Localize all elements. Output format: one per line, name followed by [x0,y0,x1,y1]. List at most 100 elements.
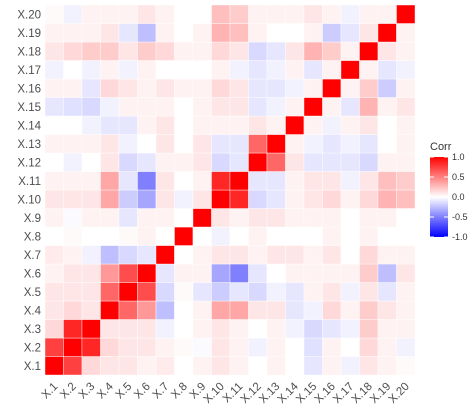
heatmap-cell [248,245,268,265]
heatmap-cell [322,60,342,80]
heatmap-cell [285,263,305,283]
heatmap-cell [377,4,397,24]
heatmap-cell [359,300,379,320]
heatmap-cell [377,97,397,117]
heatmap-cell [118,282,138,302]
heatmap-cell [63,60,83,80]
heatmap-cell [377,337,397,357]
heatmap-cell [285,97,305,117]
heatmap-cell [192,41,212,61]
heatmap-cell [155,97,175,117]
heatmap-cell [211,282,231,302]
heatmap-cell [63,208,83,228]
heatmap-cell [377,189,397,209]
heatmap-cell [248,189,268,209]
heatmap-cell [396,41,416,61]
legend-tick-label: 0.0 [452,192,465,202]
heatmap-cell [137,337,157,357]
y-tick-label: X.8 [24,231,41,243]
heatmap-cell [155,189,175,209]
heatmap-cell [396,189,416,209]
heatmap-cell [340,356,360,376]
y-tick-label: X.7 [24,250,41,262]
heatmap-cell [44,245,64,265]
heatmap-cell [118,356,138,376]
y-tick-label: X.12 [17,157,41,169]
heatmap-cell [266,152,286,172]
heatmap-cell [137,152,157,172]
heatmap-cell [377,319,397,339]
heatmap-cell [100,171,120,191]
heatmap-cell [303,263,323,283]
heatmap-cell [44,60,64,80]
heatmap-cell [396,23,416,43]
heatmap-cell [211,97,231,117]
heatmap-cell [63,226,83,246]
heatmap-cell [377,300,397,320]
heatmap-cell [211,245,231,265]
heatmap-cell [192,226,212,246]
x-tick-label: X.3 [77,381,98,402]
heatmap-cell [303,300,323,320]
heatmap-cell [81,189,101,209]
heatmap-cell [396,282,416,302]
heatmap-cell [174,300,194,320]
heatmap-cell [396,208,416,228]
heatmap-cell [174,282,194,302]
heatmap-cell [322,356,342,376]
heatmap-cell [322,337,342,357]
y-tick-label: X.1 [24,361,41,373]
heatmap-cell [229,171,249,191]
heatmap-cell [118,226,138,246]
heatmap-cell [396,171,416,191]
heatmap-cell [248,171,268,191]
heatmap-cell [118,97,138,117]
heatmap-cell [322,171,342,191]
heatmap-cell [174,115,194,135]
heatmap-cell [303,41,323,61]
legend-tick-label: 0.5 [452,172,465,182]
heatmap-cell [63,319,83,339]
heatmap-cell [359,23,379,43]
heatmap-cell [44,356,64,376]
heatmap-cell [100,23,120,43]
heatmap-cell [266,300,286,320]
heatmap-cell [118,208,138,228]
heatmap-cell [322,115,342,135]
heatmap-cell [266,208,286,228]
heatmap-cell [396,134,416,154]
heatmap-cell [137,319,157,339]
y-tick-label: X.17 [17,65,41,77]
heatmap-cell [340,189,360,209]
heatmap-cell [137,23,157,43]
heatmap-cell [44,319,64,339]
heatmap-cell [137,245,157,265]
heatmap-cell [229,41,249,61]
heatmap-cell [266,97,286,117]
heatmap-cell [137,356,157,376]
heatmap-cell [192,356,212,376]
heatmap-cell [100,319,120,339]
heatmap-cell [248,208,268,228]
heatmap-cell [285,356,305,376]
heatmap-cell [118,171,138,191]
heatmap-cell [81,226,101,246]
heatmap-cell [396,4,416,24]
heatmap-cell [229,78,249,98]
heatmap-cell [155,282,175,302]
y-tick-label: X.18 [17,46,41,58]
heatmap-cell [174,171,194,191]
heatmap-cell [396,356,416,376]
y-tick-label: X.20 [17,9,41,21]
heatmap-cell [155,356,175,376]
heatmap-cell [396,300,416,320]
heatmap-cell [340,152,360,172]
heatmap-cell [340,134,360,154]
heatmap-cell [100,282,120,302]
heatmap-cell [100,152,120,172]
heatmap-cell [248,134,268,154]
x-tick-label: X.8 [169,381,190,402]
heatmap-cell [359,337,379,357]
heatmap-cell [63,245,83,265]
heatmap-cell [377,78,397,98]
